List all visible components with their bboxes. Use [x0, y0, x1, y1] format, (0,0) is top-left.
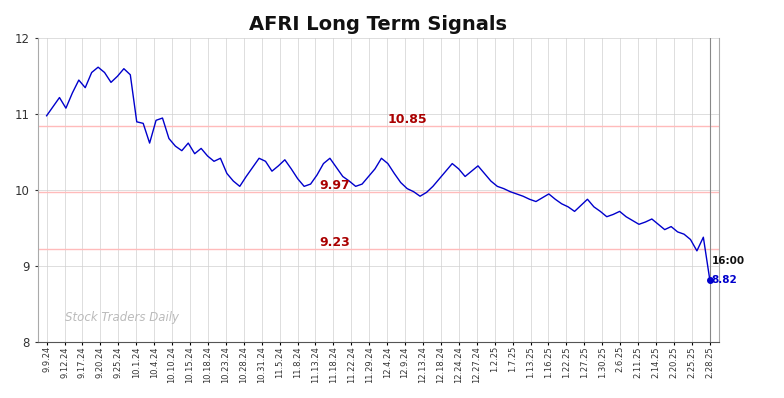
Text: 10.85: 10.85	[387, 113, 426, 126]
Text: 9.23: 9.23	[319, 236, 350, 249]
Title: AFRI Long Term Signals: AFRI Long Term Signals	[249, 15, 507, 34]
Text: 8.82: 8.82	[712, 275, 737, 285]
Text: 9.97: 9.97	[319, 179, 350, 192]
Text: 16:00: 16:00	[712, 256, 745, 266]
Text: Stock Traders Daily: Stock Traders Daily	[65, 311, 179, 324]
